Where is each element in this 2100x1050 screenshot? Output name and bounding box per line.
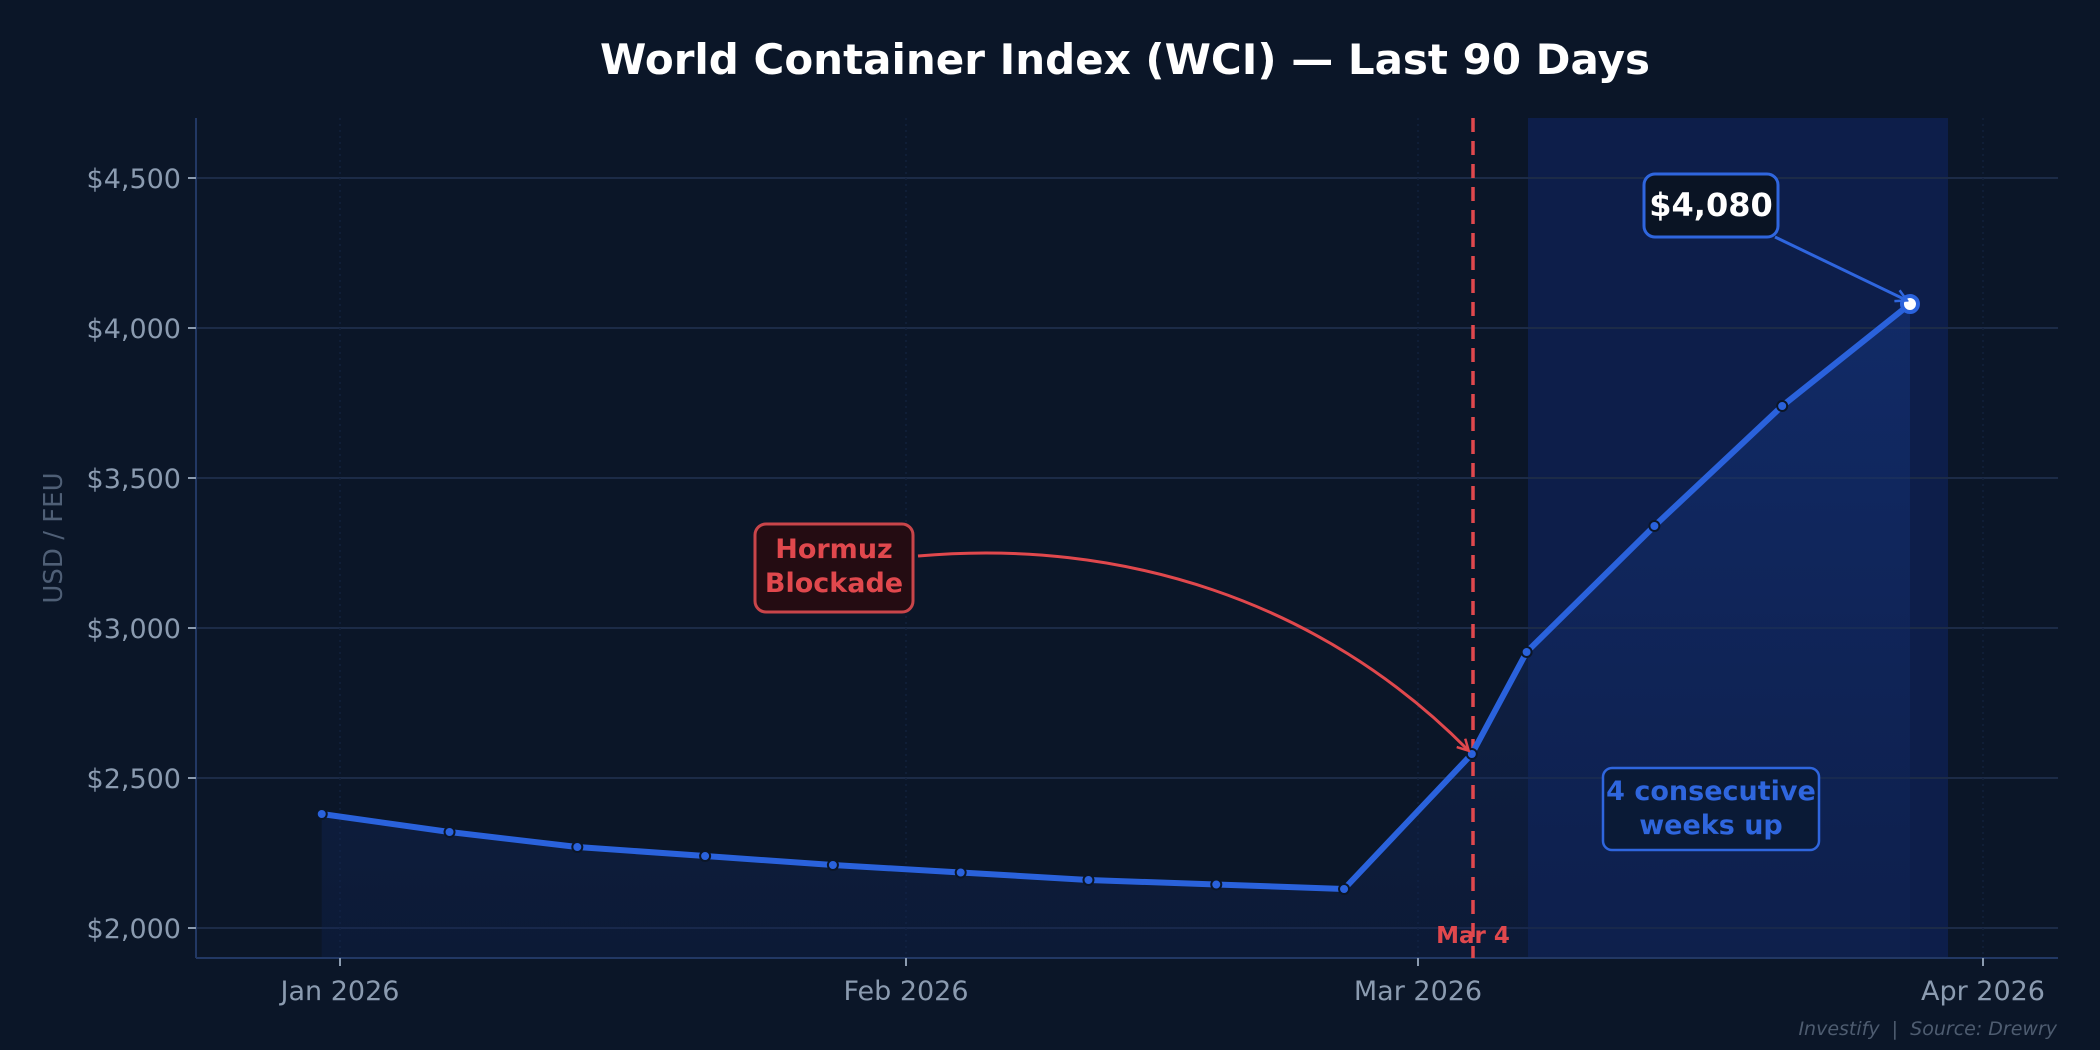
y-tick-3000: $3,000	[87, 614, 181, 645]
x-tick-feb: Feb 2026	[843, 976, 968, 1007]
hormuz-label-line2: Blockade	[765, 568, 903, 599]
x-tick-labels: Jan 2026 Feb 2026 Mar 2026 Apr 2026	[279, 958, 2045, 1007]
streak-label-line2: weeks up	[1639, 810, 1783, 841]
data-point	[699, 850, 712, 862]
peak-arrow	[1774, 235, 1906, 300]
y-tick-2500: $2,500	[87, 764, 181, 795]
peak-callout-box	[1642, 172, 1780, 239]
data-point	[1465, 748, 1478, 760]
hormuz-arrow	[917, 551, 1468, 750]
y-tick-2000: $2,000	[87, 914, 181, 945]
hormuz-label-line1: Hormuz	[775, 534, 893, 565]
data-point	[826, 859, 839, 871]
streak-label-line1: 4 consecutive	[1606, 776, 1816, 807]
x-tick-mar: Mar 2026	[1354, 976, 1482, 1007]
data-point-markers	[315, 294, 1920, 895]
data-point	[571, 841, 584, 853]
data-point	[954, 866, 967, 879]
data-point	[1082, 874, 1095, 886]
data-point	[443, 826, 456, 838]
wci-series-line	[318, 301, 1913, 892]
y-tick-4500: $4,500	[87, 164, 181, 195]
peak-value-label: $4,080	[1649, 186, 1772, 224]
data-point	[1648, 520, 1661, 532]
data-point	[1776, 400, 1789, 412]
data-point	[1338, 883, 1351, 895]
streak-callout-box	[1601, 766, 1821, 852]
y-tick-3500: $3,500	[87, 464, 181, 495]
area-fill	[321, 304, 1910, 958]
y-tick-labels: $4,500 $4,000 $3,500 $3,000 $2,500 $2,00…	[87, 164, 196, 945]
data-point	[1210, 878, 1223, 891]
y-tick-4000: $4,000	[87, 314, 181, 345]
chart-title: World Container Index (WCI) — Last 90 Da…	[600, 35, 1650, 84]
x-tick-jan: Jan 2026	[279, 976, 400, 1007]
x-tick-apr: Apr 2026	[1921, 976, 2045, 1007]
hormuz-callout-box	[753, 522, 915, 614]
data-point	[1520, 646, 1533, 658]
y-axis-label: USD / FEU	[39, 472, 69, 603]
event-date-label: Mar 4	[1436, 923, 1510, 949]
source-credit: Investify | Source: Drewry	[1798, 1018, 2057, 1040]
data-point	[315, 808, 328, 820]
